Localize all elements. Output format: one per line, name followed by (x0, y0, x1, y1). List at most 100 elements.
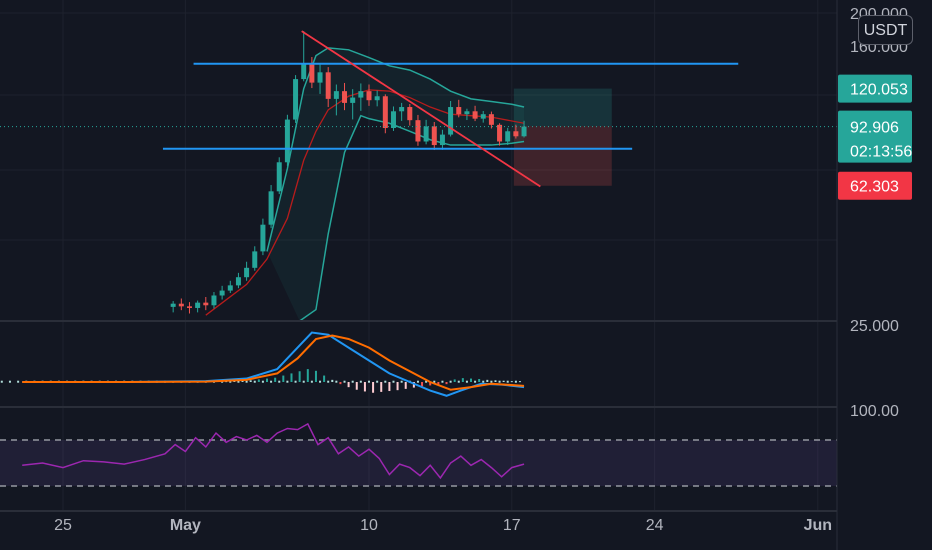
macd-histogram-bar (282, 375, 285, 382)
time-axis-label: 25 (54, 517, 72, 534)
candle[interactable] (178, 303, 184, 307)
macd-histogram-bar (425, 380, 428, 383)
macd-histogram-bar (335, 380, 338, 383)
candle[interactable] (325, 72, 331, 99)
candle[interactable] (342, 91, 348, 103)
candle[interactable] (390, 111, 396, 129)
macd-histogram-bar (380, 382, 383, 392)
macd-histogram-bar (229, 380, 232, 383)
candle[interactable] (195, 302, 201, 308)
macd-histogram-bar (274, 377, 277, 382)
candle[interactable] (227, 285, 233, 291)
candle[interactable] (521, 126, 527, 137)
macd-histogram-bar (261, 380, 264, 383)
rsi-line[interactable] (22, 422, 525, 480)
candlestick-series[interactable] (170, 31, 527, 314)
trendline[interactable] (0, 30, 837, 188)
macd-histogram-bar (416, 380, 419, 383)
target-price-tag (838, 74, 912, 103)
long-position-tool[interactable] (513, 88, 612, 186)
macd-histogram-bar (323, 375, 326, 382)
candle[interactable] (374, 96, 380, 101)
position-loss-zone[interactable] (513, 126, 612, 186)
stop-price-tag-label: 62.303 (850, 179, 899, 196)
candle[interactable] (472, 111, 478, 119)
macd-histogram-bar (470, 378, 472, 382)
candle[interactable] (513, 131, 519, 137)
macd-histogram-bar (433, 380, 436, 383)
candle[interactable] (203, 302, 209, 306)
macd-histogram-bar (474, 380, 477, 383)
macd-histogram-bar (514, 380, 517, 383)
macd-histogram-bar (490, 380, 493, 383)
candle[interactable] (350, 97, 356, 103)
position-profit-zone[interactable] (513, 88, 612, 127)
candle[interactable] (407, 107, 413, 121)
macd-histogram-bar (327, 380, 330, 383)
last-price-label: 92.906 (850, 120, 899, 137)
bollinger-fill (267, 47, 525, 321)
candle[interactable] (448, 107, 454, 135)
macd-histogram-bar (245, 380, 248, 383)
candle[interactable] (235, 277, 241, 286)
candle[interactable] (423, 126, 429, 142)
candle[interactable] (186, 306, 192, 308)
macd-histogram-bar (400, 380, 403, 383)
horizontal-lines[interactable] (162, 62, 739, 150)
macd-histogram-bar (429, 382, 432, 386)
time-axis-label: 17 (503, 517, 521, 534)
candle[interactable] (252, 251, 258, 268)
macd-histogram-bar (8, 380, 11, 383)
candle[interactable] (333, 91, 339, 99)
trendline-segment[interactable] (301, 30, 541, 188)
candle[interactable] (366, 91, 372, 101)
macd-histogram-bar (461, 378, 464, 382)
candle[interactable] (505, 131, 511, 142)
candle[interactable] (268, 191, 274, 225)
candle[interactable] (456, 107, 462, 115)
macd-histogram-bar (486, 379, 489, 382)
candle[interactable] (260, 224, 266, 252)
macd-histogram-bar (372, 382, 375, 393)
candle[interactable] (293, 79, 299, 120)
candle[interactable] (480, 114, 486, 119)
candle[interactable] (244, 267, 250, 278)
candle[interactable] (276, 162, 282, 192)
candle[interactable] (399, 107, 405, 112)
candle[interactable] (301, 63, 307, 80)
currency-button[interactable]: USDT (858, 15, 913, 45)
candle[interactable] (464, 111, 470, 115)
macd-axis-label: 25.000 (850, 318, 899, 335)
candle[interactable] (382, 96, 388, 129)
candle[interactable] (488, 114, 494, 125)
candle[interactable] (309, 63, 315, 83)
macd-pane[interactable] (0, 331, 525, 397)
time-axis[interactable]: 25 May 10 17 24 Jun (54, 517, 832, 534)
candle[interactable] (211, 295, 217, 306)
candle[interactable] (439, 134, 445, 146)
macd-histogram-bar (314, 370, 317, 382)
rsi-pane[interactable] (0, 422, 837, 487)
candle[interactable] (358, 91, 364, 98)
candle[interactable] (415, 120, 421, 142)
candle[interactable] (317, 72, 323, 83)
bollinger-lower-line (299, 114, 525, 322)
time-axis-label: Jun (804, 517, 832, 534)
macd-histogram-bar (310, 380, 313, 383)
candle[interactable] (497, 124, 503, 142)
bollinger-upper-line (266, 47, 525, 252)
candle[interactable] (219, 290, 225, 296)
macd-histogram-bar (445, 382, 448, 385)
candle[interactable] (284, 119, 290, 163)
rsi-axis-label: 100.00 (850, 403, 899, 420)
last-price-tag (838, 110, 912, 163)
macd-histogram-bar (278, 380, 281, 383)
macd-histogram-bar (270, 380, 273, 383)
macd-line[interactable] (22, 331, 525, 397)
candle[interactable] (431, 126, 437, 146)
macd-histogram-bar (384, 380, 387, 383)
macd-histogram-bar (237, 380, 240, 383)
candle[interactable] (170, 303, 176, 307)
signal-line[interactable] (22, 334, 525, 391)
